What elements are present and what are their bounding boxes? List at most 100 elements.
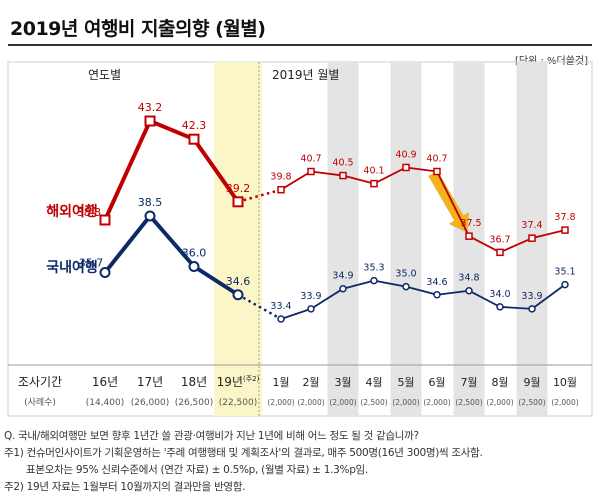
series-line-monthly	[280, 166, 566, 254]
data-point	[232, 289, 244, 301]
data-point	[339, 171, 347, 180]
data-label: 34.0	[489, 289, 510, 300]
data-point	[339, 284, 347, 293]
sample-size-label: (2,500)	[455, 398, 482, 407]
data-point	[307, 305, 315, 313]
category-label: 5월	[397, 376, 414, 389]
sample-size-label: (26,000)	[131, 398, 170, 408]
data-point	[370, 276, 378, 285]
data-point	[496, 303, 504, 311]
data-point	[99, 267, 111, 279]
data-label: 35.3	[363, 263, 384, 274]
sample-size-label: (2,500)	[518, 398, 545, 407]
panel-title-monthly: 2019년 월별	[272, 68, 339, 82]
plot-frame	[7, 61, 593, 417]
footnotes: Q. 국내/해외여행만 보면 향후 1년간 쓸 관광·여행비가 지난 1년에 비…	[4, 428, 596, 496]
page-title: 2019년 여행비 지출의향 (월별)	[10, 18, 266, 40]
data-point	[402, 163, 410, 172]
sample-size-label: (2,000)	[551, 398, 578, 407]
data-point	[528, 305, 536, 313]
sample-size-label: (2,000)	[297, 398, 324, 407]
series-line-yearly	[103, 119, 240, 221]
note-1: 주1) 컨슈머인사이트가 기획운영하는 '주례 여행행태 및 계획조사'의 결과…	[4, 447, 483, 459]
series-line-yearly	[103, 213, 240, 297]
data-label: 38.5	[138, 196, 163, 209]
data-label: 33.9	[300, 291, 321, 302]
data-label: 36.0	[182, 246, 207, 259]
data-label: 38.3	[77, 206, 102, 219]
data-point	[370, 179, 378, 188]
data-label: 40.7	[426, 154, 447, 165]
data-point	[99, 214, 111, 226]
data-point	[277, 185, 285, 194]
note-question: Q. 국내/해외여행만 보면 향후 1년간 쓸 관광·여행비가 지난 1년에 비…	[4, 430, 419, 442]
title-divider	[8, 44, 592, 46]
category-label: 9월	[523, 376, 540, 389]
data-point	[144, 210, 156, 222]
shade-column	[327, 62, 359, 416]
row-sublabel: (사례수)	[24, 397, 56, 408]
data-label: 40.5	[332, 158, 353, 169]
data-label: 40.1	[363, 166, 384, 177]
sample-size-label: (2,000)	[486, 398, 513, 407]
data-label: 33.4	[270, 301, 291, 312]
data-label: 36.7	[489, 234, 510, 245]
highlight-column	[214, 62, 262, 416]
category-label: 8월	[491, 376, 508, 389]
data-point	[232, 196, 244, 208]
data-label: 34.6	[226, 275, 251, 288]
sample-size-label: (2,000)	[423, 398, 450, 407]
sample-size-label: (26,500)	[175, 398, 214, 408]
series-line-monthly	[280, 279, 566, 320]
data-point	[433, 167, 441, 176]
sample-size-label: (22,500)	[219, 398, 258, 408]
category-label: 18년	[181, 375, 207, 389]
series-connector	[237, 188, 282, 204]
data-label: 39.8	[270, 172, 291, 183]
data-point	[188, 260, 200, 272]
data-point	[561, 280, 569, 289]
category-label: 3월	[334, 376, 351, 389]
data-point	[307, 167, 315, 176]
note-1-error: 표본오차는 95% 신뢰수준에서 (연간 자료) ± 0.5%p, (월별 자료…	[26, 464, 368, 476]
panel-title-yearly: 연도별	[88, 68, 121, 82]
category-label: 2월	[302, 376, 319, 389]
data-point	[277, 315, 285, 323]
data-label: 39.2	[226, 182, 251, 195]
data-point	[188, 133, 200, 145]
data-label: 35.0	[395, 269, 416, 280]
sample-size-label: (2,000)	[267, 398, 294, 407]
footnote-mark: (주2)	[243, 375, 260, 383]
category-label: 4월	[365, 376, 382, 389]
series-label: 국내여행	[46, 259, 98, 276]
data-label: 34.8	[458, 273, 479, 284]
data-label: 35.1	[554, 267, 575, 278]
category-label: 7월	[460, 376, 477, 389]
sample-size-label: (2,500)	[360, 398, 387, 407]
category-label: 1월	[272, 376, 289, 389]
data-point	[561, 226, 569, 234]
note-2: 주2) 19년 자료는 1월부터 10월까지의 결과만을 반영함.	[4, 481, 246, 493]
data-label: 34.6	[426, 277, 447, 288]
series-connector	[237, 293, 282, 321]
data-point	[496, 248, 504, 257]
category-label: 17년	[137, 375, 163, 389]
data-label: 40.7	[300, 154, 321, 165]
data-point	[144, 115, 156, 127]
category-label: 6월	[428, 376, 445, 389]
data-label: 34.9	[332, 271, 353, 282]
series-label: 해외여행	[46, 203, 98, 220]
data-label: 40.9	[395, 149, 416, 160]
row-label: 조사기간	[18, 375, 62, 389]
sample-size-label: (2,000)	[329, 398, 356, 407]
category-label: 10월	[553, 376, 577, 389]
data-label: 42.3	[182, 119, 207, 132]
shade-column	[390, 62, 422, 416]
data-point	[433, 291, 441, 299]
data-label: 37.4	[521, 220, 542, 231]
data-label: 43.2	[138, 101, 163, 114]
sample-size-label: (14,400)	[86, 398, 125, 408]
data-point	[528, 234, 536, 242]
